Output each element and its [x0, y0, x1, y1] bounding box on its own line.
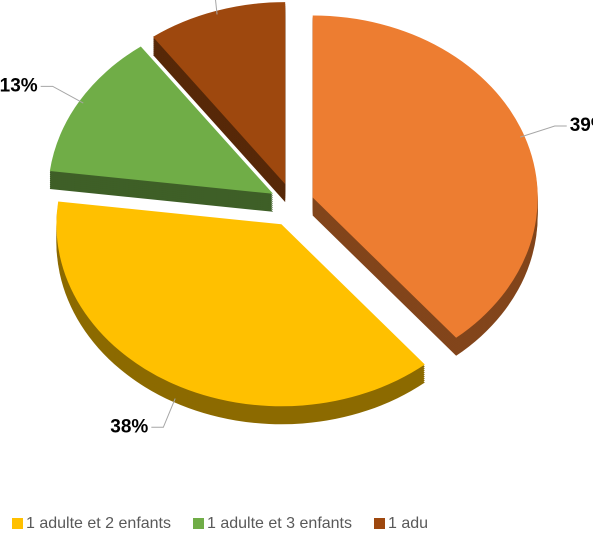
legend-label: 1 adulte et 3 enfants	[207, 515, 352, 532]
data-label: 38%	[110, 416, 148, 437]
slice	[56, 201, 425, 407]
leader-line	[151, 398, 176, 428]
slice	[49, 46, 274, 194]
data-label: 39%	[570, 115, 593, 136]
legend-label: 1 adulte et 2 enfants	[26, 515, 171, 532]
legend-swatch	[12, 518, 23, 529]
slice	[312, 15, 538, 338]
slice	[152, 2, 286, 185]
legend-swatch	[193, 518, 204, 529]
leader-line	[520, 125, 567, 138]
legend-label: 1 adu	[388, 515, 428, 532]
leader-line	[40, 85, 84, 104]
leader-line	[215, 0, 218, 15]
legend-swatch	[374, 518, 385, 529]
data-label: 13%	[0, 75, 38, 96]
